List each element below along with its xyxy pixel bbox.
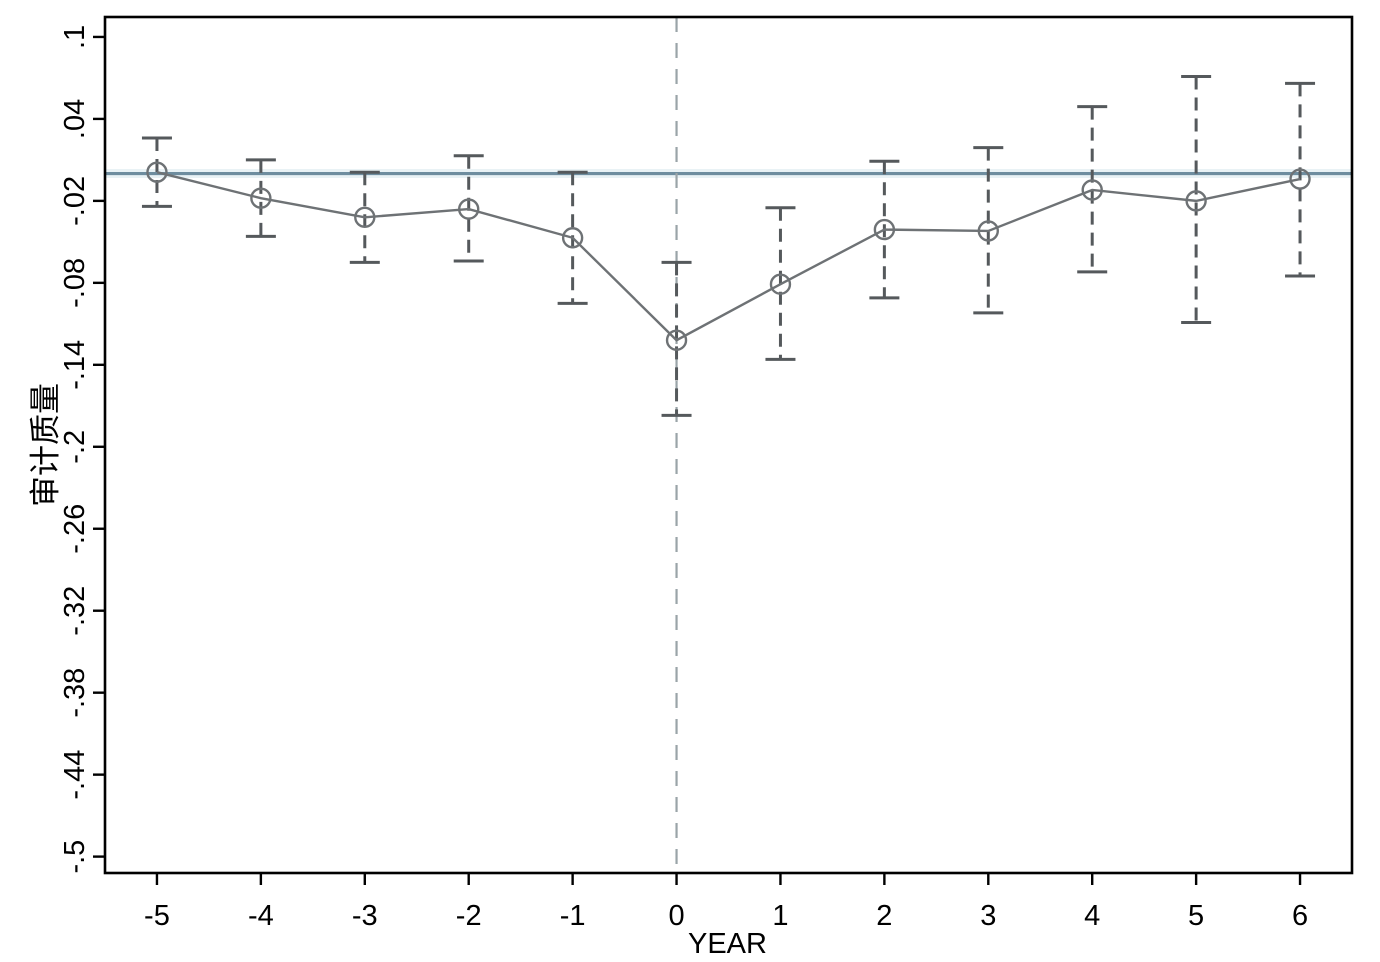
data-point-marker — [458, 198, 480, 220]
x-axis-tick-label: 0 — [668, 900, 684, 932]
y-axis-tick-label: -.26 — [59, 504, 91, 554]
data-point-marker — [1185, 190, 1207, 212]
reference-lines-layer — [105, 17, 1352, 873]
x-axis-tick-label: 6 — [1292, 900, 1308, 932]
y-axis-title: 审计质量 — [28, 383, 63, 507]
plot-frame — [103, 15, 1354, 875]
x-axis-tick-label: 5 — [1188, 900, 1204, 932]
data-point-marker — [354, 206, 376, 228]
data-point-marker — [769, 273, 792, 295]
data-point-marker — [873, 218, 896, 241]
x-axis-tick-label: -5 — [144, 900, 170, 932]
x-axis-tick-label: 2 — [876, 900, 892, 932]
data-point-marker — [146, 161, 168, 183]
x-axis-tick-label: -2 — [456, 900, 482, 932]
y-axis-tick-label: -.2 — [59, 430, 91, 464]
x-axis-tick-label: -4 — [248, 900, 274, 932]
data-point-marker — [665, 329, 688, 351]
y-axis-tick-label: -.02 — [59, 176, 91, 226]
x-axis-tick-label: 3 — [980, 900, 996, 932]
x-axis-tick-label: 4 — [1084, 900, 1100, 932]
x-axis-title: YEAR — [688, 928, 767, 960]
y-axis-tick-label: .1 — [59, 25, 91, 49]
axes-layer: -5 -4 -3 -2 -1 0 1 2 3 4 5 6 .1 .04 -.02 -.08 -.14 -.2 -.2… — [59, 15, 1354, 932]
y-axis-tick-label: .04 — [59, 99, 91, 139]
y-axis-tick-label: -.44 — [59, 750, 91, 800]
data-point-marker — [1081, 179, 1103, 201]
x-axis-tick-label: -3 — [352, 900, 378, 932]
y-axis-tick-label: -.08 — [59, 258, 91, 308]
data-point-marker — [250, 187, 272, 209]
coefficient-line — [156, 171, 1301, 342]
data-point-marker — [561, 227, 584, 249]
y-axis-tick-label: -.32 — [59, 586, 91, 636]
data-layer — [141, 75, 1316, 417]
y-axis-tick-label: -.5 — [59, 840, 91, 874]
y-axis-tick-label: -.38 — [59, 668, 91, 718]
data-point-marker — [1289, 168, 1311, 190]
x-axis-tick-label: -1 — [560, 900, 586, 932]
data-point-marker — [977, 220, 999, 242]
x-axis-tick-label: 1 — [772, 900, 788, 932]
y-axis-tick-label: -.14 — [59, 340, 91, 390]
